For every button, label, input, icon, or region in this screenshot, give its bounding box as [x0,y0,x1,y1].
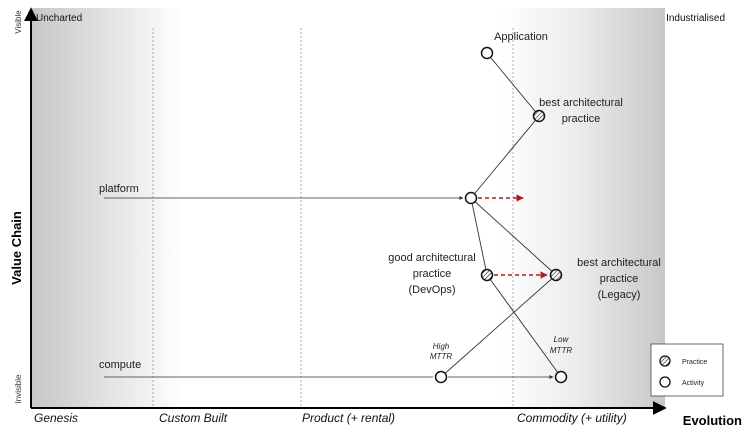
label-platform: platform [99,183,139,195]
label-best-practice-line1: best architectural [539,97,623,109]
legend-activity-icon [659,376,671,388]
stage-label-commodity: Commodity (+ utility) [517,411,627,425]
annotation-high-mttr-line2: MTTR [430,352,452,361]
annotation-low-mttr-line2: MTTR [550,346,572,355]
label-good-practice-line1: good architectural [388,252,475,264]
annotation-low-mttr-line1: Low [554,335,570,344]
link-devops-low-mttr [486,274,562,378]
legend-activity-label: Activity [682,380,705,387]
link-platform-legacy [470,197,557,276]
label-legacy-line2: practice [600,273,639,285]
label-legacy-line1: best architectural [577,257,661,269]
practice-node-legacy[interactable] [549,268,563,282]
x-axis-title: Evolution [683,413,742,428]
annotation-high-mttr-line1: High [433,342,450,351]
label-good-practice-line2: practice [413,268,452,280]
legend-practice-icon [659,355,671,367]
map-background [31,8,665,408]
label-compute: compute [99,359,141,371]
label-best-practice-line2: practice [562,113,601,125]
activity-node-application[interactable] [480,46,494,60]
y-axis-top-label: Visible [14,10,23,34]
y-axis-bottom-label: Invisible [14,374,23,403]
stage-label-custom-built: Custom Built [159,411,228,425]
link-practice-platform [470,115,540,199]
label-application: Application [494,31,548,43]
practice-node-best-architectural[interactable] [532,109,546,123]
label-good-practice-line3: (DevOps) [408,284,455,296]
stage-label-genesis: Genesis [34,411,78,425]
dependency-links [440,52,562,378]
legend-box [650,343,724,397]
y-axis-title: Value Chain [9,211,24,285]
practice-node-devops[interactable] [480,268,494,282]
stage-label-product: Product (+ rental) [302,411,395,425]
activity-node-compute-high-mttr[interactable] [434,370,448,384]
corner-label-uncharted: Uncharted [36,13,82,24]
link-legacy-high-mttr [440,274,557,378]
label-legacy-line3: (Legacy) [598,289,641,301]
legend: Practice Activity [650,343,724,397]
link-application-practice [486,52,540,117]
corner-label-industrialised: Industrialised [666,13,725,24]
activity-node-platform[interactable] [464,191,478,205]
legend-practice-label: Practice [682,359,707,366]
link-platform-devops [470,197,488,276]
activity-node-compute-low-mttr[interactable] [554,370,568,384]
